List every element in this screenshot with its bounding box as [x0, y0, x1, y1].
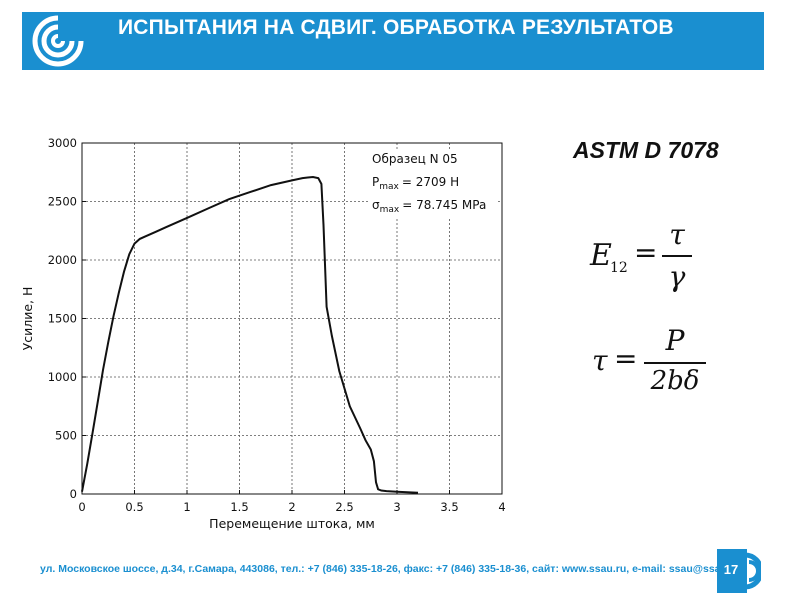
y-tick-label: 3000 — [48, 136, 77, 150]
x-tick-label: 0.5 — [125, 500, 143, 514]
footer-contact: ул. Московское шоссе, д.34, г.Самара, 44… — [40, 563, 741, 575]
x-tick-label: 0 — [78, 500, 85, 514]
p-max-subscript: max — [379, 182, 399, 192]
x-tick-label: 3.5 — [440, 500, 458, 514]
formula-lhs: E — [590, 238, 612, 273]
standard-label: ASTM D 7078 — [573, 137, 719, 163]
y-tick-label: 2000 — [48, 253, 77, 267]
y-tick-label: 0 — [70, 487, 77, 501]
formula-denominator: γ — [668, 260, 686, 293]
formula-lhs: τ — [592, 344, 608, 377]
y-tick-label: 1500 — [48, 312, 77, 326]
y-tick-label: 2500 — [48, 195, 77, 209]
x-tick-label: 1.5 — [230, 500, 248, 514]
page-title: ИСПЫТАНИЯ НА СДВИГ. ОБРАБОТКА РЕЗУЛЬТАТО… — [118, 16, 674, 39]
fraction-bar — [644, 362, 706, 364]
formula-numerator: P — [665, 324, 685, 357]
sigma-max-subscript: max — [380, 205, 400, 215]
x-tick-label: 4 — [498, 500, 505, 514]
y-axis-label: Усилие, Н — [20, 287, 35, 351]
equals-sign: = — [634, 236, 658, 269]
annotation-sigma-max: σmax = 78.745 MPa — [372, 198, 486, 215]
formula-denominator: 2bδ — [650, 366, 700, 396]
formula-lhs-sub: 12 — [610, 260, 628, 276]
annotation-specimen: Образец N 05 — [372, 152, 458, 166]
fraction-bar — [662, 255, 692, 257]
sigma-max-symbol: σ — [372, 198, 380, 212]
x-axis-label: Перемещение штока, мм — [209, 516, 375, 531]
y-tick-label: 500 — [55, 429, 77, 443]
page-badge-icon — [717, 549, 761, 593]
y-tick-label: 1000 — [48, 370, 77, 384]
series-line — [81, 175, 419, 494]
x-tick-label: 2.5 — [335, 500, 353, 514]
p-max-symbol: P — [372, 175, 379, 189]
chart-grid — [82, 143, 502, 494]
x-tick-label: 1 — [183, 500, 190, 514]
x-tick-label: 2 — [288, 500, 295, 514]
page-number: 17 — [723, 562, 739, 577]
sigma-max-value: = 78.745 MPa — [402, 198, 486, 212]
p-max-value: = 2709 Н — [402, 175, 459, 189]
chart-ticks: 0 0.5 1 1.5 2 2.5 3 3.5 4 0 500 1000 1500 2000 2500 300… — [48, 136, 506, 514]
header-bar — [22, 12, 764, 70]
university-swirl-logo — [32, 15, 84, 67]
shear-stress-formula: τ = P 2bδ — [592, 324, 712, 400]
x-tick-label: 3 — [393, 500, 400, 514]
formula-numerator: τ — [669, 218, 685, 251]
equals-sign: = — [614, 342, 638, 375]
shear-modulus-formula: E 12 = τ γ — [590, 218, 700, 302]
annotation-box — [368, 149, 496, 219]
annotation-p-max: Pmax = 2709 Н — [372, 175, 459, 192]
